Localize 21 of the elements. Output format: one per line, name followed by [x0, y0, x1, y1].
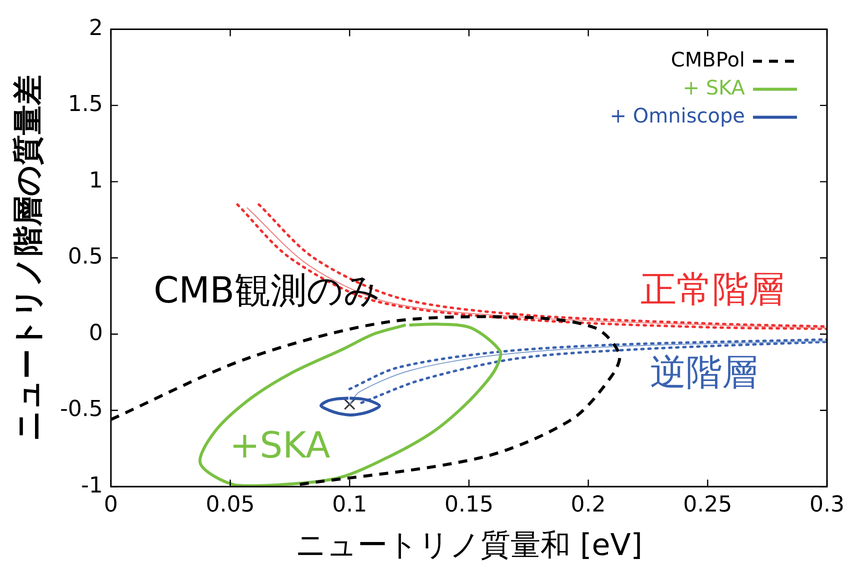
y-tick-label: 1.5	[68, 92, 103, 118]
x-tick-label: 0.2	[570, 492, 606, 518]
annotation: 逆階層	[650, 352, 758, 394]
x-tick-label: 0.25	[683, 492, 732, 518]
annotation: 正常階層	[640, 270, 784, 311]
y-tick-label: -1	[80, 473, 103, 498]
y-tick-label: 0	[88, 320, 103, 346]
legend-label: + SKA	[682, 75, 746, 100]
y-axis-title: ニュートリノ階層の質量差	[10, 74, 46, 441]
y-tick-label: 2	[88, 16, 103, 41]
x-tick-label: 0.15	[444, 492, 494, 518]
x-tick-label: 0.3	[810, 492, 844, 518]
x-tick-label: 0.05	[206, 492, 255, 518]
annotation: +SKA	[230, 426, 331, 467]
y-tick-label: -0.5	[60, 397, 103, 422]
y-tick-label: 1	[88, 168, 103, 194]
legend-label: CMBPol	[670, 47, 745, 72]
legend-label: + Omniscope	[610, 103, 745, 128]
x-tick-label: 0.1	[332, 492, 368, 518]
x-axis-title: ニュートリノ質量和 [eV]	[295, 528, 642, 563]
y-tick-label: 0.5	[68, 244, 103, 270]
